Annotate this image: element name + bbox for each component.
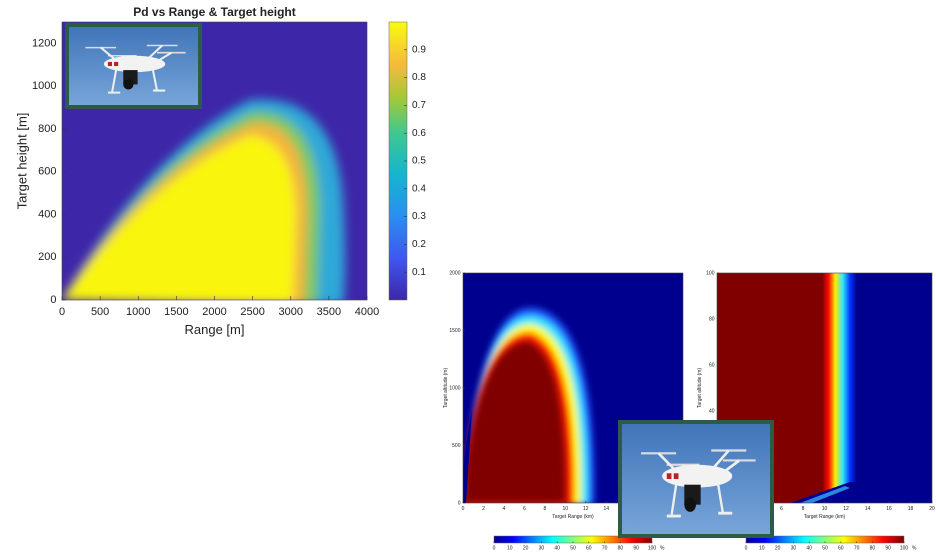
x-tick-label: 12 <box>583 506 589 512</box>
y-axis-label: Target altitude (m) <box>697 368 703 409</box>
colorbar-tick-label: 50 <box>570 545 576 551</box>
colorbar-tick-label: 70 <box>854 545 860 551</box>
colorbar-tick-label: 20 <box>523 545 529 551</box>
colorbar-tick-label: 0 <box>745 545 748 551</box>
x-tick-label: 0 <box>462 506 465 512</box>
colorbar-tick-label: 0.6 <box>412 128 426 139</box>
x-tick-label: 8 <box>802 506 805 512</box>
y-tick-label: 2000 <box>449 270 460 276</box>
y-tick-label: 1200 <box>32 37 56 49</box>
x-tick-label: 12 <box>843 506 849 512</box>
y-axis-label: Target altitude (m) <box>443 368 449 409</box>
x-tick-label: 20 <box>929 506 935 512</box>
y-axis-label: Target height [m] <box>15 113 30 210</box>
colorbar-unit: % <box>912 545 917 551</box>
y-tick-label: 1500 <box>449 328 460 334</box>
drone-photo <box>65 23 202 109</box>
x-tick-label: 16 <box>886 506 892 512</box>
colorbar-tick-label: 0.2 <box>412 239 426 250</box>
x-tick-label: 1000 <box>126 306 150 318</box>
colorbar-unit: % <box>660 545 665 551</box>
x-tick-label: 3500 <box>317 306 341 318</box>
x-tick-label: 18 <box>908 506 914 512</box>
colorbar-tick-label: 0 <box>493 545 496 551</box>
colorbar-tick-label: 100 <box>900 545 909 551</box>
x-tick-label: 10 <box>822 506 828 512</box>
x-tick-label: 10 <box>563 506 569 512</box>
x-axis-label: Target Range (km) <box>804 514 846 520</box>
colorbar-tick-label: 80 <box>618 545 624 551</box>
x-axis-label: Target Range (km) <box>552 514 594 520</box>
colorbar-tick-label: 70 <box>602 545 608 551</box>
x-tick-label: 8 <box>543 506 546 512</box>
y-tick-label: 0 <box>50 294 56 306</box>
colorbar-tick-label: 0.4 <box>412 183 426 194</box>
colorbar-tick-label: 60 <box>586 545 592 551</box>
x-tick-label: 2000 <box>202 306 226 318</box>
y-tick-label: 100 <box>706 270 715 276</box>
colorbar-tick-label: 0.7 <box>412 100 426 111</box>
x-tick-label: 1500 <box>164 306 188 318</box>
x-tick-label: 4 <box>503 506 506 512</box>
colorbar-tick-label: 0.8 <box>412 72 426 83</box>
y-tick-label: 600 <box>38 166 56 178</box>
colorbar-tick-label: 0.3 <box>412 211 426 222</box>
x-tick-label: 6 <box>523 506 526 512</box>
y-tick-label: 0 <box>458 500 461 506</box>
y-tick-label: 200 <box>38 251 56 263</box>
colorbar-tick-label: 60 <box>838 545 844 551</box>
colorbar-tick-label: 90 <box>633 545 639 551</box>
x-axis-label: Range [m] <box>185 322 245 337</box>
colorbar-tick-label: 10 <box>759 545 765 551</box>
x-tick-label: 500 <box>91 306 109 318</box>
y-tick-label: 40 <box>709 408 715 414</box>
x-tick-label: 6 <box>780 506 783 512</box>
x-tick-label: 14 <box>865 506 871 512</box>
colorbar-tick-label: 80 <box>870 545 876 551</box>
colorbar-tick-label: 10 <box>507 545 513 551</box>
y-tick-label: 400 <box>38 208 56 220</box>
x-tick-label: 3000 <box>279 306 303 318</box>
colorbar-tick-label: 40 <box>806 545 812 551</box>
colorbar-tick-label: 30 <box>539 545 545 551</box>
y-tick-label: 1000 <box>449 385 460 391</box>
x-tick-label: 14 <box>603 506 609 512</box>
colorbar-tick-label: 50 <box>822 545 828 551</box>
colorbar-tick-label: 90 <box>885 545 891 551</box>
colorbar-tick-label: 0.1 <box>412 267 426 278</box>
colorbar-tick-label: 0.5 <box>412 156 426 167</box>
axes-layer: 0 500 1000 1500 2000 2500 3000 3500 400002004006… <box>15 5 935 551</box>
y-tick-label: 1000 <box>32 80 56 92</box>
y-tick-label: 800 <box>38 123 56 135</box>
chart-title: Pd vs Range & Target height <box>133 5 295 19</box>
colorbar-tick-label: 20 <box>775 545 781 551</box>
x-tick-label: 0 <box>59 306 65 318</box>
y-tick-label: 80 <box>709 316 715 322</box>
drone-photo <box>618 420 774 538</box>
heatmap-field <box>62 22 367 300</box>
y-tick-label: 60 <box>709 362 715 368</box>
x-tick-label: 2500 <box>240 306 264 318</box>
x-tick-label: 4000 <box>355 306 379 318</box>
colorbar-tick-label: 0.9 <box>412 44 426 55</box>
y-tick-label: 500 <box>452 443 461 449</box>
x-tick-label: 2 <box>482 506 485 512</box>
colorbar-tick-label: 100 <box>648 545 657 551</box>
colorbar-tick-label: 40 <box>554 545 560 551</box>
colorbar-tick-label: 30 <box>791 545 797 551</box>
